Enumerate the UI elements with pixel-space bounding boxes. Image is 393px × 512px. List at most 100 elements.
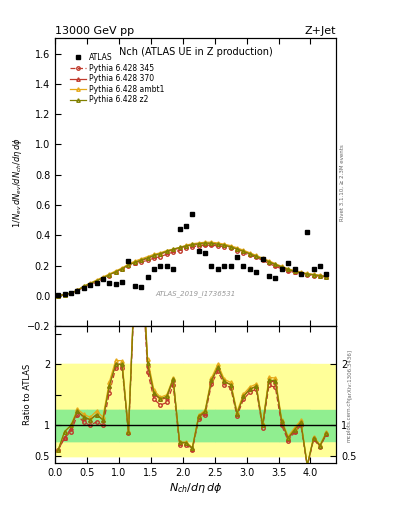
ATLAS <box>254 269 259 275</box>
Pythia 6.428 370 <box>286 267 290 273</box>
Pythia 6.428 370 <box>241 248 246 254</box>
Pythia 6.428 ambt1 <box>318 272 322 279</box>
Pythia 6.428 ambt1 <box>292 267 297 273</box>
ATLAS <box>248 266 252 272</box>
Pythia 6.428 370 <box>158 251 163 257</box>
ATLAS <box>177 226 182 232</box>
Pythia 6.428 345 <box>324 274 329 280</box>
ATLAS <box>81 285 86 291</box>
ATLAS <box>113 281 118 287</box>
X-axis label: $N_{ch}/d\eta\,d\phi$: $N_{ch}/d\eta\,d\phi$ <box>169 481 222 495</box>
Pythia 6.428 370 <box>273 262 278 268</box>
Pythia 6.428 z2 <box>241 248 246 254</box>
Pythia 6.428 345 <box>145 258 150 264</box>
Pythia 6.428 370 <box>235 246 239 252</box>
ATLAS <box>107 280 112 286</box>
Pythia 6.428 z2 <box>75 287 80 293</box>
Pythia 6.428 z2 <box>311 272 316 278</box>
Pythia 6.428 ambt1 <box>113 268 118 274</box>
Text: 13000 GeV pp: 13000 GeV pp <box>55 26 134 36</box>
Pythia 6.428 z2 <box>107 272 112 278</box>
Pythia 6.428 345 <box>273 263 278 269</box>
ATLAS <box>69 290 73 296</box>
ATLAS <box>260 256 265 262</box>
Y-axis label: Ratio to ATLAS: Ratio to ATLAS <box>23 364 32 425</box>
Pythia 6.428 ambt1 <box>62 291 67 297</box>
Pythia 6.428 345 <box>126 263 131 269</box>
Pythia 6.428 ambt1 <box>241 247 246 253</box>
Pythia 6.428 345 <box>113 269 118 275</box>
Pythia 6.428 370 <box>69 290 73 296</box>
Pythia 6.428 ambt1 <box>171 246 176 252</box>
Pythia 6.428 ambt1 <box>266 258 271 264</box>
Pythia 6.428 370 <box>324 274 329 280</box>
ATLAS <box>88 282 92 288</box>
Pythia 6.428 ambt1 <box>324 273 329 280</box>
Pythia 6.428 345 <box>286 268 290 274</box>
Pythia 6.428 370 <box>62 292 67 298</box>
Pythia 6.428 345 <box>311 272 316 279</box>
Pythia 6.428 z2 <box>177 244 182 250</box>
ATLAS <box>222 263 227 269</box>
Pythia 6.428 370 <box>101 275 105 281</box>
Pythia 6.428 370 <box>132 260 137 266</box>
Line: Pythia 6.428 ambt1: Pythia 6.428 ambt1 <box>57 241 328 297</box>
Pythia 6.428 ambt1 <box>75 287 80 293</box>
Line: Pythia 6.428 370: Pythia 6.428 370 <box>57 242 328 297</box>
Pythia 6.428 370 <box>88 281 92 287</box>
ATLAS <box>145 274 150 280</box>
Pythia 6.428 ambt1 <box>120 265 125 271</box>
Pythia 6.428 370 <box>254 253 259 260</box>
Pythia 6.428 z2 <box>266 259 271 265</box>
ATLAS <box>299 271 303 277</box>
Pythia 6.428 z2 <box>228 244 233 250</box>
ATLAS <box>324 271 329 277</box>
Pythia 6.428 z2 <box>62 291 67 297</box>
Pythia 6.428 370 <box>139 258 143 264</box>
Pythia 6.428 345 <box>152 255 156 261</box>
Pythia 6.428 370 <box>164 249 169 255</box>
Pythia 6.428 z2 <box>196 241 201 247</box>
Pythia 6.428 ambt1 <box>254 252 259 259</box>
Pythia 6.428 345 <box>94 279 99 285</box>
Pythia 6.428 370 <box>152 253 156 259</box>
Pythia 6.428 ambt1 <box>101 274 105 280</box>
Pythia 6.428 z2 <box>120 266 125 272</box>
Pythia 6.428 ambt1 <box>190 241 195 247</box>
Pythia 6.428 370 <box>145 255 150 262</box>
Pythia 6.428 ambt1 <box>56 292 61 298</box>
Pythia 6.428 ambt1 <box>152 251 156 258</box>
Pythia 6.428 ambt1 <box>196 240 201 246</box>
Pythia 6.428 z2 <box>164 248 169 254</box>
Pythia 6.428 ambt1 <box>132 258 137 264</box>
Pythia 6.428 345 <box>254 254 259 261</box>
ATLAS <box>56 292 61 298</box>
Pythia 6.428 345 <box>235 247 239 253</box>
Pythia 6.428 345 <box>139 259 143 265</box>
Pythia 6.428 370 <box>75 287 80 293</box>
Pythia 6.428 345 <box>88 282 92 288</box>
ATLAS <box>75 288 80 294</box>
Pythia 6.428 345 <box>196 243 201 249</box>
Pythia 6.428 345 <box>228 245 233 251</box>
Pythia 6.428 z2 <box>139 257 143 263</box>
Pythia 6.428 370 <box>222 242 227 248</box>
Pythia 6.428 370 <box>126 262 131 268</box>
Pythia 6.428 ambt1 <box>107 271 112 277</box>
Pythia 6.428 370 <box>215 241 220 247</box>
ATLAS <box>203 250 208 256</box>
Pythia 6.428 z2 <box>171 246 176 252</box>
Pythia 6.428 370 <box>196 241 201 247</box>
Pythia 6.428 345 <box>299 271 303 277</box>
Pythia 6.428 ambt1 <box>203 239 208 245</box>
Text: Z+Jet: Z+Jet <box>305 26 336 36</box>
Pythia 6.428 z2 <box>248 251 252 257</box>
ATLAS <box>94 280 99 286</box>
ATLAS <box>311 266 316 272</box>
Line: Pythia 6.428 z2: Pythia 6.428 z2 <box>57 241 328 297</box>
Pythia 6.428 z2 <box>184 243 188 249</box>
Pythia 6.428 ambt1 <box>69 290 73 296</box>
Pythia 6.428 z2 <box>158 250 163 257</box>
Pythia 6.428 z2 <box>56 292 61 298</box>
Pythia 6.428 z2 <box>324 273 329 280</box>
